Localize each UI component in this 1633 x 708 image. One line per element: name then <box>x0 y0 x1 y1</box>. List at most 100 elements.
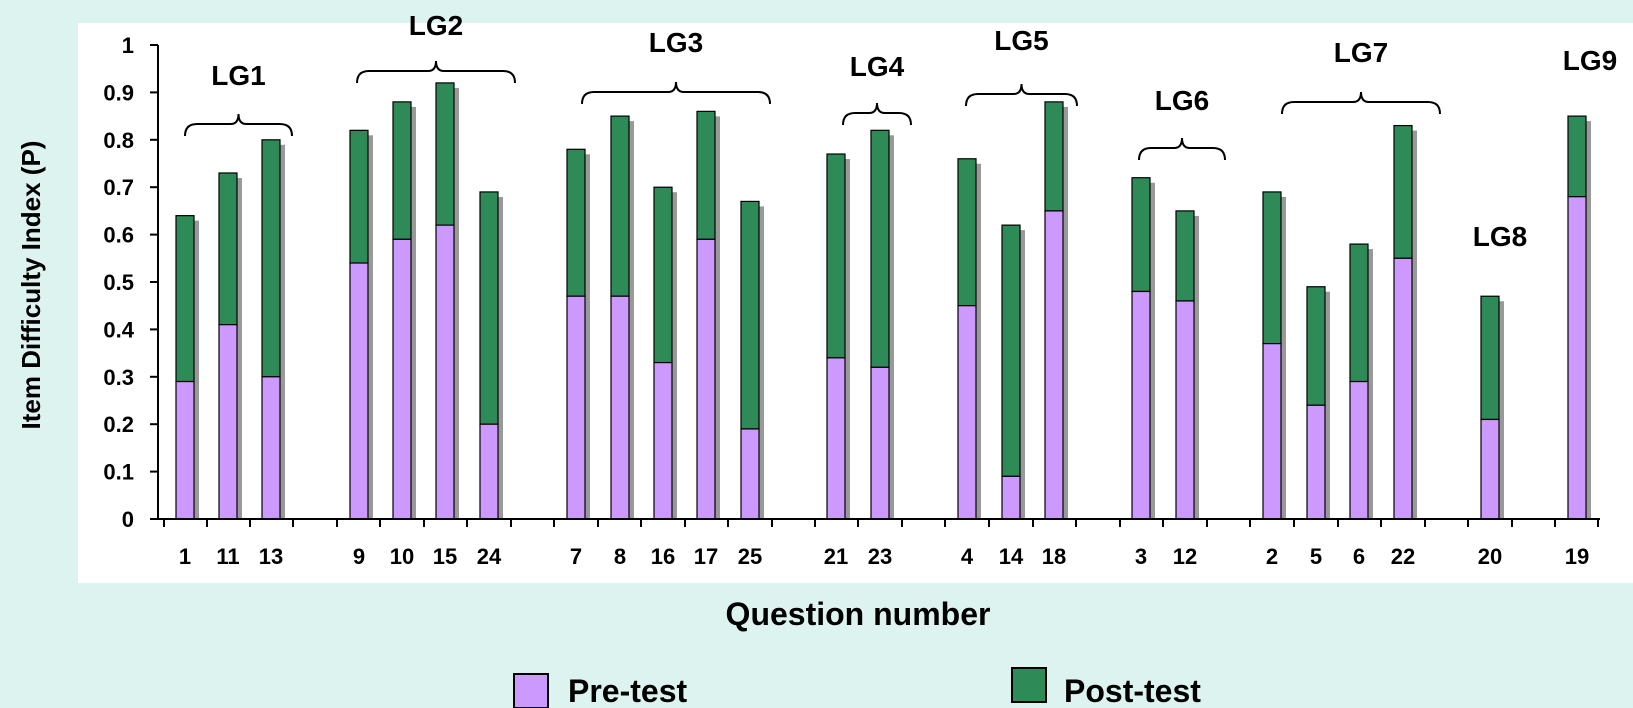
group-label-lg6: LG6 <box>1155 85 1209 116</box>
bar-post-test-22 <box>1393 124 1413 259</box>
x-tick-label: 22 <box>1391 544 1415 569</box>
x-tick-label: 3 <box>1135 544 1147 569</box>
bar-pre-test-16 <box>653 361 673 520</box>
group-bracket-lg5 <box>965 83 1078 107</box>
x-tick-label: 19 <box>1565 544 1589 569</box>
x-tick-label: 24 <box>477 544 502 569</box>
y-tick-label: 0.4 <box>103 317 134 342</box>
x-tick-label: 13 <box>259 544 283 569</box>
x-tick-label: 8 <box>614 544 626 569</box>
x-tick-label: 16 <box>651 544 675 569</box>
y-tick-label: 0.2 <box>103 412 134 437</box>
bar-pre-test-7 <box>566 295 586 520</box>
axes-layer: 00.10.20.30.40.50.60.70.80.911 11 13 9 10 15 2… <box>103 33 1600 569</box>
bar-pre-test-23 <box>870 366 890 520</box>
y-axis-label: Item Difficulty Index (P) <box>16 141 46 430</box>
bar-pre-test-3 <box>1131 290 1151 520</box>
x-tick-label: 17 <box>694 544 718 569</box>
group-label-lg7: LG7 <box>1334 37 1388 68</box>
bar-post-test-9 <box>349 129 369 264</box>
x-axis-label: Question number <box>726 596 991 632</box>
bar-pre-test-18 <box>1044 210 1064 520</box>
legend: Pre-test Post-test <box>513 667 1201 708</box>
bar-post-test-24 <box>479 191 499 425</box>
bar-pre-test-14 <box>1001 475 1021 520</box>
bar-post-test-3 <box>1131 177 1151 293</box>
group-label-lg4: LG4 <box>850 51 905 82</box>
bar-post-test-16 <box>653 186 673 364</box>
x-tick-label: 15 <box>433 544 457 569</box>
bar-post-test-8 <box>610 115 630 297</box>
bar-post-test-4 <box>957 158 977 307</box>
bar-pre-test-10 <box>392 238 412 520</box>
y-tick-label: 0.3 <box>103 365 134 390</box>
bar-pre-test-17 <box>696 238 716 520</box>
bar-pre-test-22 <box>1393 257 1413 520</box>
group-label-lg3: LG3 <box>649 27 703 58</box>
bar-pre-test-5 <box>1306 404 1326 520</box>
x-tick-label: 10 <box>390 544 414 569</box>
x-tick-label: 23 <box>868 544 892 569</box>
group-label-lg9: LG9 <box>1563 45 1617 76</box>
group-bracket-lg7 <box>1281 91 1441 115</box>
bar-pre-test-6 <box>1349 380 1369 520</box>
bar-post-test-18 <box>1044 101 1064 212</box>
bar-pre-test-2 <box>1262 343 1282 520</box>
group-label-lg5: LG5 <box>994 25 1048 56</box>
bar-post-test-12 <box>1175 210 1195 302</box>
x-tick-label: 1 <box>179 544 191 569</box>
bar-post-test-7 <box>566 148 586 297</box>
legend-swatch-pre-test <box>513 673 549 708</box>
bar-pre-test-11 <box>218 324 238 520</box>
bar-post-test-6 <box>1349 243 1369 383</box>
bar-pre-test-24 <box>479 423 499 520</box>
x-tick-label: 7 <box>570 544 582 569</box>
x-tick-label: 14 <box>999 544 1024 569</box>
bar-post-test-11 <box>218 172 238 326</box>
bar-post-test-17 <box>696 110 716 240</box>
bar-pre-test-15 <box>435 224 455 520</box>
x-tick-label: 4 <box>961 544 974 569</box>
group-bracket-lg2 <box>356 60 516 84</box>
group-label-lg2: LG2 <box>409 10 463 41</box>
bar-pre-test-4 <box>957 305 977 520</box>
bar-post-test-2 <box>1262 191 1282 345</box>
bar-pre-test-9 <box>349 262 369 520</box>
x-tick-label: 2 <box>1266 544 1278 569</box>
x-tick-label: 20 <box>1478 544 1502 569</box>
y-tick-label: 0 <box>122 507 134 532</box>
x-tick-label: 12 <box>1173 544 1197 569</box>
y-tick-label: 0.9 <box>103 80 134 105</box>
x-tick-label: 6 <box>1353 544 1365 569</box>
group-bracket-lg4 <box>842 102 912 126</box>
bars-layer <box>175 82 1591 520</box>
bar-post-test-10 <box>392 101 412 240</box>
legend-label-pre-test: Pre-test <box>568 673 688 708</box>
y-tick-label: 0.5 <box>103 270 134 295</box>
group-brackets-layer: LG1 LG2 LG3 LG4 LG5 LG6 LG7 LG8 LG9 <box>184 10 1617 252</box>
bar-pre-test-13 <box>261 376 281 520</box>
group-label-lg8: LG8 <box>1473 221 1527 252</box>
y-tick-label: 0.1 <box>103 460 134 485</box>
x-tick-label: 11 <box>216 544 239 569</box>
bar-post-test-19 <box>1567 115 1587 198</box>
y-tick-label: 0.8 <box>103 128 134 153</box>
x-tick-label: 5 <box>1310 544 1322 569</box>
bar-post-test-5 <box>1306 286 1326 406</box>
bar-pre-test-1 <box>175 380 195 520</box>
x-tick-label: 21 <box>824 544 848 569</box>
bar-post-test-23 <box>870 129 890 368</box>
x-tick-label: 25 <box>738 544 762 569</box>
bar-pre-test-21 <box>826 357 846 520</box>
y-tick-label: 0.7 <box>103 175 134 200</box>
bar-post-test-21 <box>826 153 846 359</box>
bar-pre-test-12 <box>1175 300 1195 520</box>
legend-swatch-post-test <box>1011 667 1047 703</box>
y-tick-label: 0.6 <box>103 223 134 248</box>
bar-pre-test-20 <box>1480 418 1500 520</box>
group-bracket-lg6 <box>1138 137 1226 161</box>
plot-area <box>78 23 1633 583</box>
group-bracket-lg3 <box>581 81 771 105</box>
y-tick-label: 1 <box>122 33 134 58</box>
